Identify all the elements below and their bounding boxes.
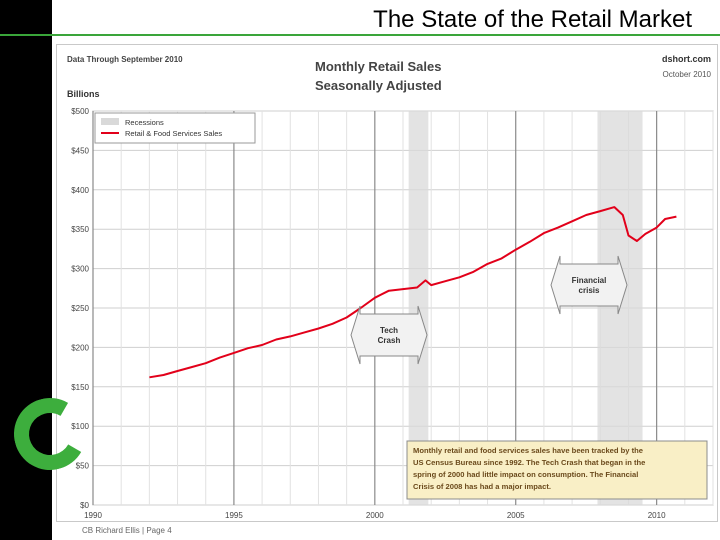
x-tick-label: 2000 [366, 511, 384, 520]
note-box-line: Crisis of 2008 has had a major impact. [413, 482, 551, 491]
annotation-arrow-shape [550, 255, 628, 315]
slide-title: The State of the Retail Market [373, 6, 692, 33]
x-tick-label: 1995 [225, 511, 243, 520]
note-box-background [406, 440, 708, 500]
note-box: Monthly retail and food services sales h… [406, 440, 708, 500]
note-box-line: Monthly retail and food services sales h… [413, 446, 643, 455]
annotation-label: Financial [572, 276, 607, 285]
y-tick-label: $100 [71, 422, 89, 431]
legend-label-retail-sales: Retail & Food Services Sales [125, 129, 222, 138]
y-axis-label: Billions [67, 89, 100, 99]
y-tick-label: $200 [71, 343, 89, 352]
chart-title: Monthly Retail Sales [315, 59, 441, 74]
y-tick-label: $350 [71, 225, 89, 234]
source-label: dshort.com [662, 54, 711, 64]
annotation-label: crisis [579, 286, 600, 295]
annotation-label: Crash [378, 336, 401, 345]
x-tick-label: 2005 [507, 511, 525, 520]
legend-label-recessions: Recessions [125, 118, 164, 127]
annotation-label: Tech [380, 326, 398, 335]
legend-box [94, 112, 256, 144]
retail-sales-chart: $0 $50 $100 $150 $200 $250 $300 $350 $400 $450 $50… [67, 54, 714, 520]
y-tick-label: $400 [71, 186, 89, 195]
y-tick-label: $300 [71, 265, 89, 274]
note-box-line: spring of 2000 had little impact on cons… [413, 470, 638, 479]
note-box-line: US Census Bureau since 1992. The Tech Cr… [413, 458, 645, 467]
y-tick-label: $500 [71, 107, 89, 116]
series-line-retail-sales [149, 206, 677, 379]
title-divider [0, 34, 720, 36]
y-tick-label: $50 [76, 462, 90, 471]
y-tick-label: $0 [80, 501, 89, 510]
date-label: October 2010 [663, 70, 712, 79]
slide-footer: CB Richard Ellis | Page 4 [82, 526, 172, 535]
legend-recession-swatch [101, 118, 119, 125]
annotation-arrow-shape [350, 305, 428, 365]
left-black-band [0, 0, 52, 540]
chart-frame: $0 $50 $100 $150 $200 $250 $300 $350 $400 $450 $50… [56, 44, 718, 522]
chart-subtitle: Seasonally Adjusted [315, 78, 442, 93]
data-through-note: Data Through September 2010 [67, 55, 183, 64]
y-tick-label: $250 [71, 304, 89, 313]
legend: Recessions Retail & Food Services Sales [94, 112, 256, 144]
x-tick-label: 1990 [84, 511, 102, 520]
y-tick-label: $450 [71, 146, 89, 155]
y-tick-label: $150 [71, 383, 89, 392]
x-tick-label: 2010 [648, 511, 666, 520]
